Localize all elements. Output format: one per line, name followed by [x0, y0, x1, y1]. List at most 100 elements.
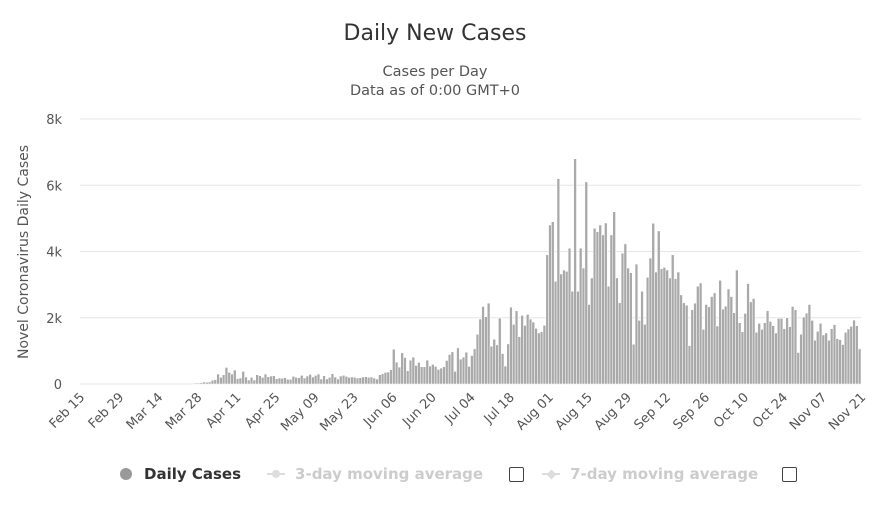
daily-cases-bar[interactable]: [300, 375, 304, 385]
daily-cases-bar[interactable]: [718, 280, 722, 385]
daily-cases-bar[interactable]: [662, 267, 667, 385]
daily-cases-bar[interactable]: [612, 211, 616, 385]
daily-cases-bar[interactable]: [308, 374, 312, 385]
daily-cases-bar[interactable]: [277, 377, 282, 385]
daily-cases-bar[interactable]: [754, 332, 759, 385]
daily-cases-bar[interactable]: [821, 334, 825, 385]
daily-cases-bar[interactable]: [369, 376, 374, 385]
daily-cases-bar[interactable]: [222, 374, 226, 385]
daily-cases-bar[interactable]: [258, 375, 262, 385]
daily-cases-bar[interactable]: [760, 329, 764, 385]
daily-cases-bar[interactable]: [224, 367, 229, 385]
daily-cases-bar[interactable]: [855, 325, 859, 385]
daily-cases-bar[interactable]: [305, 375, 309, 385]
daily-cases-bar[interactable]: [517, 336, 521, 385]
daily-cases-bar[interactable]: [590, 277, 594, 385]
daily-cases-bar[interactable]: [746, 283, 750, 385]
daily-cases-bar[interactable]: [651, 223, 655, 385]
daily-cases-bar[interactable]: [219, 377, 223, 385]
daily-cases-bar[interactable]: [417, 362, 421, 385]
daily-cases-bar[interactable]: [648, 257, 653, 385]
daily-cases-bar[interactable]: [481, 306, 485, 385]
daily-cases-bar[interactable]: [286, 379, 290, 385]
daily-cases-bar[interactable]: [210, 380, 215, 385]
daily-cases-bar[interactable]: [378, 374, 382, 385]
daily-cases-bar[interactable]: [724, 305, 728, 385]
daily-cases-bar[interactable]: [364, 376, 368, 385]
daily-cases-bar[interactable]: [420, 366, 424, 385]
daily-cases-bar[interactable]: [422, 366, 427, 385]
daily-cases-bar[interactable]: [606, 286, 611, 385]
daily-cases-bar[interactable]: [698, 282, 703, 385]
daily-cases-bar[interactable]: [738, 322, 742, 385]
daily-cases-bar[interactable]: [205, 382, 209, 385]
daily-cases-bar[interactable]: [322, 375, 326, 385]
daily-cases-bar[interactable]: [704, 304, 708, 385]
daily-cases-bar[interactable]: [339, 375, 343, 385]
daily-cases-bar[interactable]: [389, 369, 393, 385]
daily-cases-bar[interactable]: [643, 324, 647, 385]
daily-cases-bar[interactable]: [690, 309, 694, 385]
daily-cases-bar[interactable]: [297, 377, 301, 385]
daily-cases-bar[interactable]: [676, 271, 680, 385]
daily-cases-bar[interactable]: [841, 344, 845, 385]
daily-cases-bar[interactable]: [196, 382, 201, 385]
daily-cases-bar[interactable]: [701, 329, 706, 385]
daily-cases-bar[interactable]: [537, 332, 541, 385]
daily-cases-bar[interactable]: [355, 377, 360, 385]
daily-cases-bar[interactable]: [500, 353, 505, 385]
daily-cases-bar[interactable]: [208, 381, 212, 385]
daily-cases-bar[interactable]: [233, 369, 237, 385]
daily-cases-bar[interactable]: [721, 308, 725, 385]
daily-cases-bar[interactable]: [406, 370, 410, 385]
daily-cases-bar[interactable]: [791, 306, 795, 385]
daily-cases-bar[interactable]: [261, 377, 265, 385]
daily-cases-bar[interactable]: [244, 376, 248, 385]
daily-cases-bar[interactable]: [545, 254, 549, 385]
daily-cases-bar[interactable]: [411, 356, 415, 385]
daily-cases-bar[interactable]: [774, 332, 778, 385]
daily-cases-bar[interactable]: [729, 296, 733, 385]
daily-cases-bar[interactable]: [618, 302, 622, 385]
daily-cases-bar[interactable]: [673, 278, 678, 385]
daily-cases-bar[interactable]: [266, 376, 270, 385]
daily-cases-bar[interactable]: [553, 281, 558, 385]
daily-cases-bar[interactable]: [353, 377, 357, 385]
daily-cases-bar[interactable]: [191, 383, 195, 385]
daily-cases-bar[interactable]: [827, 340, 831, 385]
daily-cases-bar[interactable]: [584, 181, 588, 385]
daily-cases-bar[interactable]: [202, 381, 206, 385]
daily-cases-bar[interactable]: [445, 360, 449, 385]
daily-cases-bar[interactable]: [431, 364, 435, 385]
daily-cases-bar[interactable]: [328, 377, 332, 385]
daily-cases-bar[interactable]: [601, 234, 605, 385]
daily-cases-bar[interactable]: [685, 304, 689, 385]
daily-cases-bar[interactable]: [796, 352, 800, 385]
daily-cases-bar[interactable]: [325, 378, 329, 385]
daily-cases-bar[interactable]: [623, 243, 627, 385]
daily-cases-bar[interactable]: [632, 344, 636, 385]
daily-cases-bar[interactable]: [573, 158, 577, 385]
daily-cases-bar[interactable]: [498, 317, 502, 385]
daily-cases-bar[interactable]: [749, 301, 753, 385]
daily-cases-bar[interactable]: [344, 376, 349, 385]
daily-cases-bar[interactable]: [506, 343, 510, 385]
daily-cases-bar[interactable]: [383, 372, 388, 385]
daily-cases-bar[interactable]: [715, 325, 720, 385]
daily-cases-bar[interactable]: [595, 231, 600, 385]
daily-cases-bar[interactable]: [710, 296, 714, 385]
daily-cases-bar[interactable]: [665, 269, 669, 385]
daily-cases-bar[interactable]: [849, 326, 853, 385]
daily-cases-bar[interactable]: [403, 357, 407, 385]
daily-cases-bar[interactable]: [634, 263, 639, 385]
daily-cases-bar[interactable]: [470, 355, 474, 385]
daily-cases-bar[interactable]: [551, 221, 555, 385]
daily-cases-bar[interactable]: [288, 379, 293, 385]
daily-cases-bar[interactable]: [386, 371, 390, 385]
daily-cases-bar[interactable]: [275, 378, 279, 385]
daily-cases-bar[interactable]: [765, 310, 770, 385]
7-day-average-checkbox[interactable]: [782, 466, 798, 482]
daily-cases-bar[interactable]: [520, 315, 524, 385]
daily-cases-bar[interactable]: [280, 378, 284, 385]
daily-cases-bar[interactable]: [453, 371, 457, 385]
